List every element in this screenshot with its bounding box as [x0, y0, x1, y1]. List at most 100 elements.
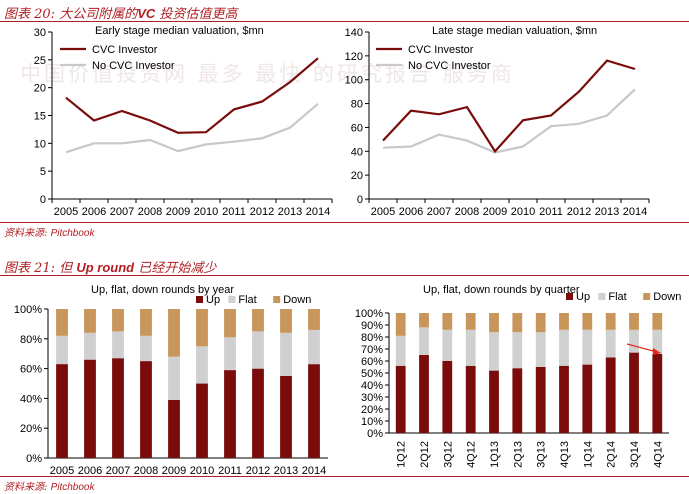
x-tick-label: 2013 — [278, 206, 302, 218]
x-tick-label: 2005 — [54, 206, 78, 218]
chart-title: Late stage median valuation, $mn — [432, 25, 597, 37]
bar-segment-flat — [629, 329, 639, 353]
legend-swatch — [643, 293, 651, 300]
x-tick-label: 2006 — [399, 206, 423, 218]
bar-segment-flat — [168, 356, 180, 400]
legend-label: Flat — [238, 294, 256, 306]
chart-title: Up, flat, down rounds by quarter — [423, 284, 580, 296]
figure-21-label: 图表 21: — [4, 261, 56, 276]
y-tick-label: 40% — [361, 380, 383, 392]
bar-segment-up — [629, 352, 639, 433]
bar-segment-flat — [280, 332, 292, 376]
y-tick-label: 5 — [40, 166, 46, 178]
bar-segment-flat — [252, 331, 264, 369]
y-tick-label: 0 — [357, 194, 363, 206]
bar-segment-down — [280, 309, 292, 333]
annotation-arrow-head — [653, 348, 661, 355]
figure-21-source-label: 资料来源: — [4, 482, 48, 493]
y-tick-label: 10% — [361, 416, 383, 428]
x-tick-label: 2011 — [218, 465, 242, 477]
legend-swatch — [566, 293, 573, 300]
legend-label: CVC Investor — [408, 44, 474, 56]
legend-swatch — [196, 296, 203, 303]
x-tick-label: 2014 — [302, 465, 326, 477]
bar-segment-flat — [489, 332, 499, 371]
bar-segment-down — [308, 309, 320, 330]
bar-segment-down — [395, 313, 406, 336]
bar-segment-flat — [559, 329, 569, 366]
bar-segment-flat — [442, 329, 453, 361]
bar-segment-up — [465, 365, 476, 433]
legend-label: Up — [206, 294, 220, 306]
series-line-cvc-investor — [382, 59, 636, 154]
x-tick-label: 2007 — [427, 206, 451, 218]
y-tick-label: 0% — [26, 453, 42, 465]
bar-segment-flat — [535, 332, 546, 367]
x-tick-label: 2011 — [539, 206, 563, 218]
bar-segment-down — [112, 309, 124, 332]
y-tick-label: 60% — [20, 364, 42, 376]
bar-segment-down — [512, 313, 523, 333]
x-tick-label: 3Q13 — [536, 441, 548, 468]
bar-segment-up — [535, 367, 546, 433]
x-tick-label: 2007 — [110, 206, 134, 218]
bar-segment-flat — [84, 332, 96, 360]
x-tick-label: 2012 — [250, 206, 274, 218]
bar-segment-down — [535, 313, 546, 333]
bar-segment-down — [465, 313, 476, 330]
figure-20-bottom-rule — [0, 222, 689, 223]
legend-label: Down — [653, 291, 681, 303]
series-line-no-cvc-investor — [65, 102, 319, 154]
y-tick-label: 15 — [34, 111, 46, 123]
chart-rounds-by-year: Up, flat, down rounds by year 0% 20% 40% 60%… — [14, 284, 328, 477]
x-tick-label: 2005 — [50, 465, 74, 477]
x-tick-label: 4Q14 — [652, 441, 664, 468]
x-tick-label: 4Q13 — [559, 441, 571, 468]
bar-segment-up — [512, 368, 523, 433]
chart-early-stage-valuation: Early stage median valuation, $mn 0 5 10 15 2… — [34, 25, 333, 218]
bar-segment-flat — [395, 335, 406, 366]
x-tick-label: 2006 — [82, 206, 106, 218]
y-tick-label: 30% — [361, 392, 383, 404]
bar-segment-up — [419, 355, 429, 433]
chart-title: Up, flat, down rounds by year — [91, 284, 234, 296]
figure-20-title: 图表 20: 大公司附属的VC 投资估值更高 — [4, 3, 237, 22]
x-tick-label: 2014 — [623, 206, 647, 218]
bar-segment-down — [84, 309, 96, 333]
bar-segment-up — [308, 364, 320, 458]
bar-segment-flat — [196, 346, 208, 384]
x-tick-label: 2007 — [106, 465, 130, 477]
x-tick-label: 2010 — [194, 206, 218, 218]
bar-segment-down — [56, 309, 68, 336]
bar-segment-up — [84, 359, 96, 458]
y-tick-label: 10 — [34, 138, 46, 150]
legend-label: Up — [576, 291, 590, 303]
watermark: 中国价值投资网 最多 最快 的研究报告 服务商 — [20, 62, 515, 86]
x-tick-label: 2008 — [134, 465, 158, 477]
x-tick-label: 2005 — [371, 206, 395, 218]
bar-segment-flat — [308, 329, 320, 365]
bar-segment-down — [629, 313, 639, 330]
figure-21-title-post: 已经开始减少 — [138, 261, 217, 276]
bar-segment-up — [582, 364, 593, 433]
x-tick-label: 2Q13 — [512, 441, 524, 468]
y-tick-label: 30 — [34, 27, 46, 39]
figure-20-title-latin: VC — [137, 6, 156, 21]
x-tick-label: 2011 — [222, 206, 246, 218]
y-tick-label: 50% — [361, 368, 383, 380]
bar-segment-down — [489, 313, 499, 333]
bar-segment-down — [252, 309, 264, 332]
y-tick-label: 60 — [351, 122, 363, 134]
bar-segment-up — [442, 361, 453, 433]
y-tick-label: 70% — [361, 344, 383, 356]
x-tick-label: 2012 — [567, 206, 591, 218]
bar-segment-up — [559, 365, 569, 433]
bar-segment-down — [224, 309, 236, 338]
figure-21-title: 图表 21: 但 Up round 已经开始减少 — [4, 257, 216, 276]
legend-label: Down — [283, 294, 311, 306]
figure-20-top-rule — [0, 21, 689, 22]
figure-20-source-value: Pitchbook — [50, 228, 95, 239]
bar-segment-down — [140, 309, 152, 336]
y-tick-label: 0 — [40, 194, 46, 206]
bar-segment-down — [442, 313, 453, 330]
